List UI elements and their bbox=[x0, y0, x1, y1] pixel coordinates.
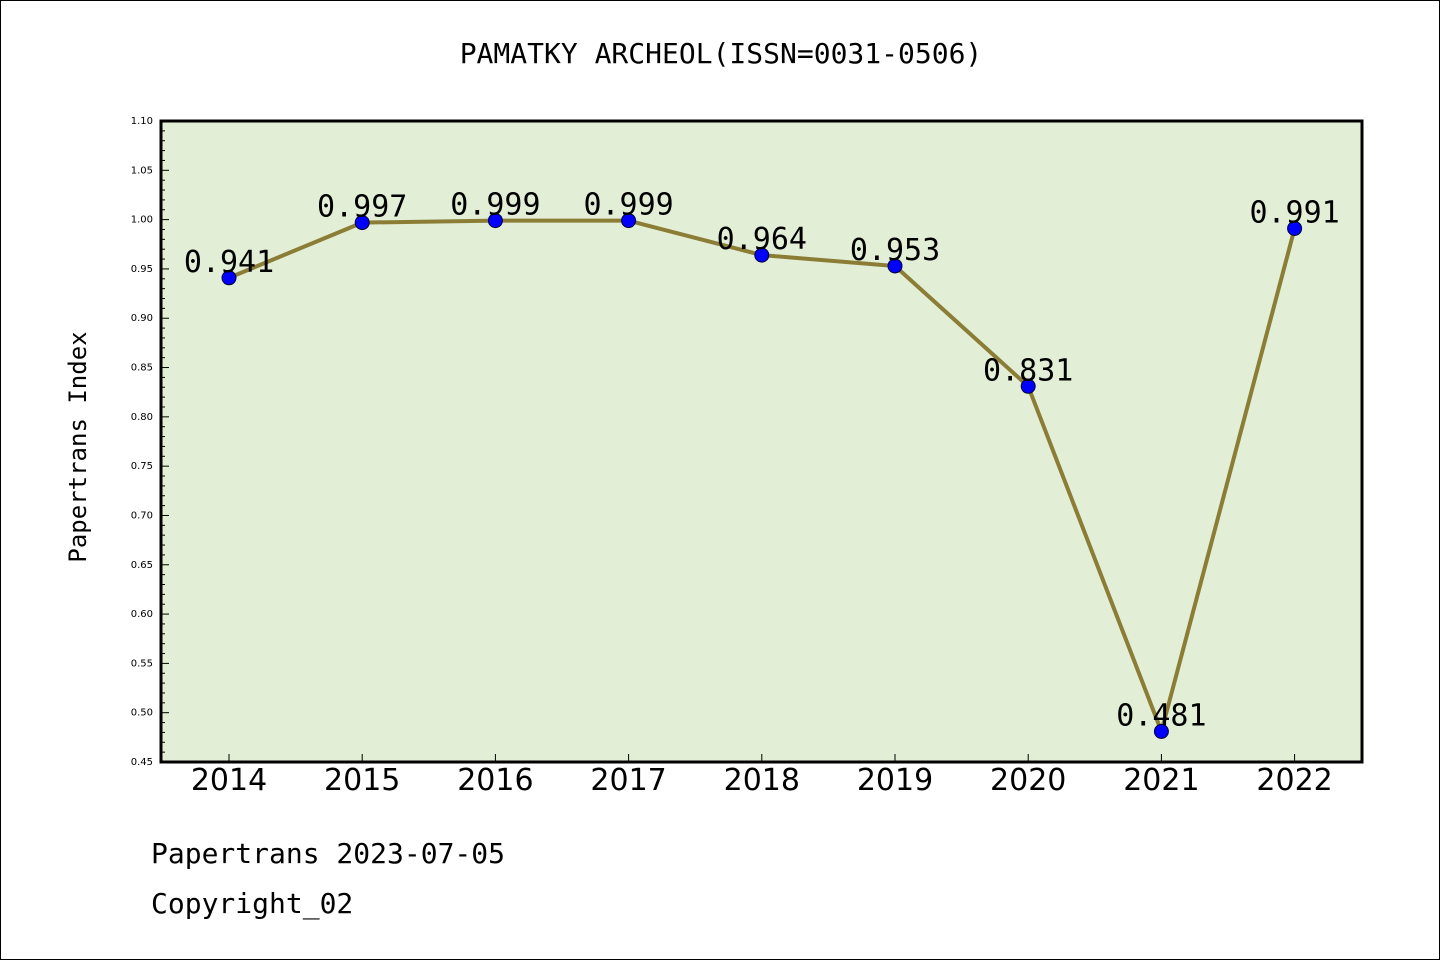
data-label: 0.964 bbox=[717, 222, 807, 257]
y-tick-label: 0.95 bbox=[131, 264, 153, 275]
data-point bbox=[1153, 723, 1169, 739]
data-point bbox=[354, 215, 370, 231]
x-tick-label: 2014 bbox=[191, 763, 267, 798]
data-label: 0.997 bbox=[317, 190, 407, 225]
y-tick-label: 0.55 bbox=[131, 658, 153, 669]
data-label: 0.953 bbox=[850, 233, 940, 268]
y-axis-ticks: 0.45 0.50 0.55 0.60 0.65 0.70 0.75 0.80 0.85 0.90… bbox=[131, 116, 169, 768]
x-tick-label: 2021 bbox=[1123, 763, 1199, 798]
chart-title: PAMATKY ARCHEOL(ISSN=0031-0506) bbox=[459, 37, 983, 70]
y-tick-label: 0.60 bbox=[131, 609, 153, 620]
data-markers bbox=[221, 213, 1303, 739]
data-point bbox=[487, 213, 503, 229]
data-label: 0.941 bbox=[184, 245, 274, 280]
x-tick-label: 2017 bbox=[590, 763, 666, 798]
data-label: 0.831 bbox=[983, 353, 1073, 388]
y-tick-label: 0.50 bbox=[131, 708, 153, 719]
y-tick-label: 0.90 bbox=[131, 313, 153, 324]
y-tick-label: 1.05 bbox=[131, 165, 153, 176]
data-label: 0.999 bbox=[450, 188, 540, 223]
y-tick-label: 1.10 bbox=[131, 116, 153, 127]
data-label: 0.481 bbox=[1116, 698, 1206, 733]
x-tick-label: 2019 bbox=[857, 763, 933, 798]
data-labels: 0.941 0.997 0.999 0.999 0.964 0.953 0.831 0.481… bbox=[184, 188, 1340, 734]
x-tick-label: 2018 bbox=[724, 763, 800, 798]
data-point bbox=[621, 213, 637, 229]
data-point bbox=[221, 270, 237, 286]
y-tick-label: 0.75 bbox=[131, 461, 153, 472]
y-minor-ticks bbox=[161, 130, 165, 753]
data-label: 0.999 bbox=[583, 188, 673, 223]
y-tick-label: 1.00 bbox=[131, 215, 153, 226]
y-tick-label: 0.65 bbox=[131, 560, 153, 571]
x-tick-label: 2016 bbox=[457, 763, 533, 798]
footer-date: Papertrans 2023-07-05 bbox=[151, 837, 506, 870]
y-tick-label: 0.70 bbox=[131, 510, 153, 521]
x-tick-label: 2020 bbox=[990, 763, 1066, 798]
footer-copyright: Copyright_02 bbox=[151, 887, 354, 920]
data-label: 0.991 bbox=[1249, 195, 1339, 230]
y-tick-label: 0.85 bbox=[131, 363, 153, 374]
y-tick-label: 0.80 bbox=[131, 412, 153, 423]
y-axis-label: Papertrans Index bbox=[64, 331, 92, 562]
x-tick-label: 2022 bbox=[1256, 763, 1332, 798]
data-point bbox=[887, 258, 903, 274]
data-point bbox=[754, 247, 770, 263]
x-tick-label: 2015 bbox=[324, 763, 400, 798]
y-tick-label: 0.45 bbox=[131, 757, 153, 768]
data-point bbox=[1020, 378, 1036, 394]
data-point bbox=[1287, 220, 1303, 236]
x-axis-ticks: 2014 2015 2016 2017 2018 2019 2020 2021 2022 bbox=[191, 754, 1333, 798]
